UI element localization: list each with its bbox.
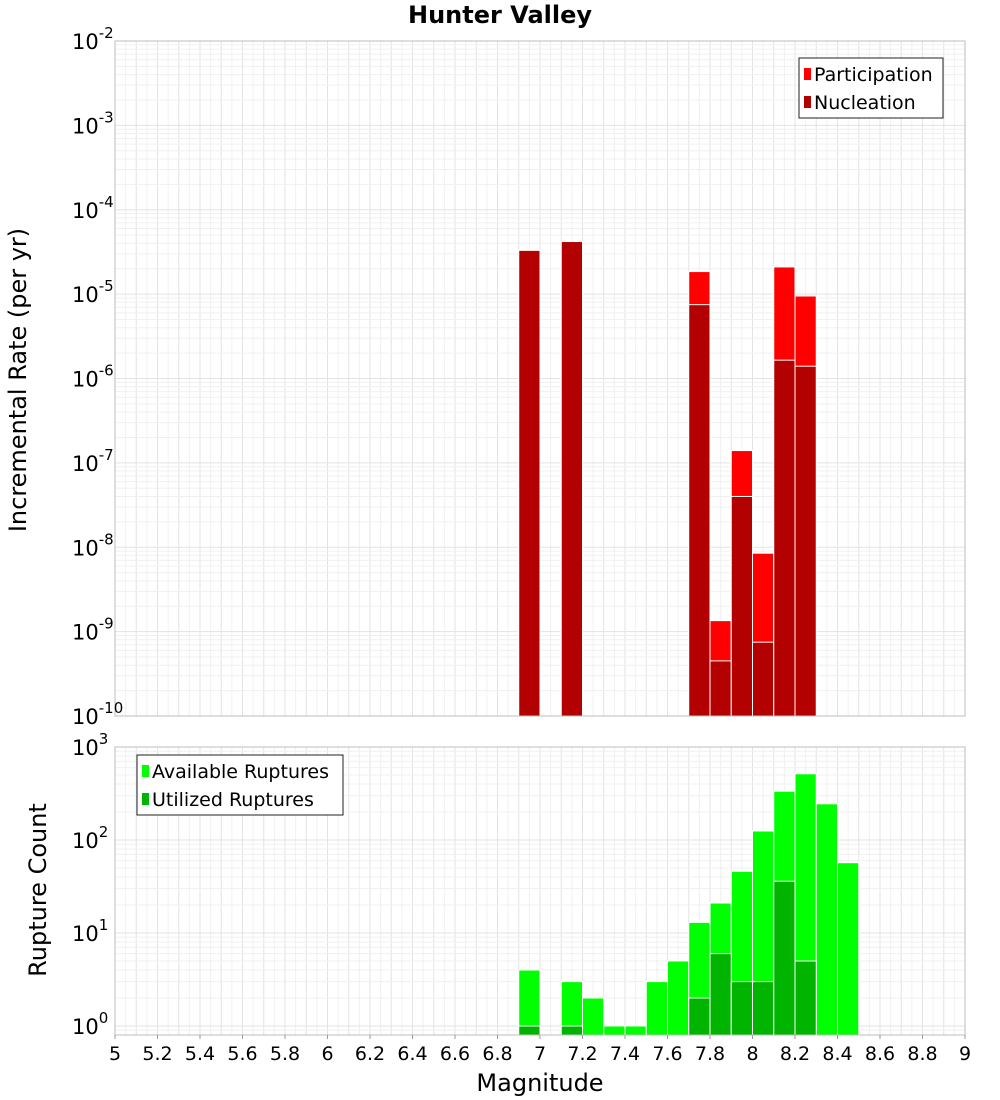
- bar-nucleation: [709, 660, 732, 717]
- bar-available-ruptures: [645, 981, 668, 1036]
- x-tick-label: 9: [959, 1043, 971, 1065]
- top-y-axis-label: Incremental Rate (per yr): [4, 228, 32, 532]
- legend-label: Utilized Ruptures: [152, 789, 314, 811]
- bar-available-ruptures: [837, 862, 860, 1036]
- y-tick-label: 10-3: [72, 108, 114, 138]
- x-tick-label: 8.2: [780, 1043, 810, 1065]
- x-axis-label: Magnitude: [476, 1069, 603, 1097]
- x-tick-label: 5.4: [185, 1043, 215, 1065]
- y-tick-label: 10-4: [72, 193, 114, 223]
- x-tick-label: 7.2: [567, 1043, 597, 1065]
- y-tick-label: 101: [72, 916, 108, 946]
- legend-label: Nucleation: [814, 92, 916, 114]
- bar-nucleation: [560, 241, 583, 717]
- bar-utilized-ruptures: [752, 981, 775, 1036]
- bottom-legend: Available Ruptures Utilized Ruptures: [136, 754, 344, 816]
- x-tick-label: 8.4: [822, 1043, 852, 1065]
- bar-nucleation: [752, 641, 775, 717]
- x-tick-label: 8: [746, 1043, 758, 1065]
- legend-box: [136, 754, 344, 816]
- bottom-y-axis-label: Rupture Count: [24, 803, 52, 977]
- bottom-y-ticks: 100 101 102 103: [72, 730, 108, 1039]
- bar-nucleation: [773, 359, 796, 717]
- x-tick-label: 7.8: [695, 1043, 725, 1065]
- chart-title: Hunter Valley: [408, 1, 592, 29]
- x-tick-label: 8.6: [865, 1043, 895, 1065]
- bar-nucleation: [688, 304, 711, 717]
- top-y-ticks: 10-10 10-9 10-8 10-7 10-6 10-5 10-4 10-3 10-2: [72, 24, 123, 729]
- bar-utilized-ruptures: [730, 981, 753, 1036]
- y-tick-label: 103: [72, 730, 108, 760]
- legend-label: Available Ruptures: [152, 761, 329, 783]
- x-tick-label: 6: [321, 1043, 333, 1065]
- bar-available-ruptures: [624, 1025, 647, 1036]
- y-tick-label: 10-10: [72, 699, 123, 729]
- bar-available-ruptures: [815, 803, 838, 1036]
- top-panel: 10-10 10-9 10-8 10-7 10-6 10-5 10-4 10-3 10-2 In…: [4, 24, 966, 729]
- bottom-bars: [518, 773, 860, 1036]
- bar-available-ruptures: [518, 969, 541, 1036]
- bar-available-ruptures: [667, 960, 690, 1036]
- y-tick-label: 10-2: [72, 24, 114, 54]
- x-tick-label: 5.6: [227, 1043, 257, 1065]
- y-tick-label: 100: [72, 1009, 108, 1039]
- bar-nucleation: [730, 495, 753, 717]
- x-tick-label: 6.2: [355, 1043, 385, 1065]
- legend-swatch: [142, 765, 149, 777]
- bar-utilized-ruptures: [560, 1025, 583, 1036]
- x-tick-label: 7: [534, 1043, 546, 1065]
- x-tick-label: 5.8: [270, 1043, 300, 1065]
- legend-swatch: [804, 96, 811, 108]
- x-tick-label: 6.6: [440, 1043, 470, 1065]
- y-tick-label: 10-8: [72, 530, 114, 560]
- bar-nucleation: [518, 249, 541, 717]
- x-tick-label: 8.8: [907, 1043, 937, 1065]
- bottom-panel: 100 101 102 103 5 5.2 5.4 5.6 5.8 6 6.2 6.4 6.6 6.8 7…: [24, 730, 971, 1097]
- bar-utilized-ruptures: [688, 997, 711, 1036]
- x-tick-label: 7.6: [652, 1043, 682, 1065]
- bar-utilized-ruptures: [773, 880, 796, 1036]
- bar-utilized-ruptures: [794, 960, 817, 1036]
- bar-utilized-ruptures: [518, 1025, 541, 1036]
- y-tick-label: 102: [72, 823, 108, 853]
- legend-box: [798, 57, 944, 119]
- bar-available-ruptures: [582, 997, 605, 1036]
- x-tick-label: 6.4: [397, 1043, 427, 1065]
- y-tick-label: 10-6: [72, 362, 114, 392]
- y-tick-label: 10-5: [72, 277, 114, 307]
- y-tick-label: 10-7: [72, 446, 114, 476]
- x-tick-label: 7.4: [610, 1043, 640, 1065]
- legend-swatch: [142, 793, 149, 805]
- bar-available-ruptures: [603, 1025, 626, 1036]
- x-tick-label: 6.8: [482, 1043, 512, 1065]
- x-tick-label: 5: [109, 1043, 121, 1065]
- top-legend: Participation Nucleation: [798, 57, 944, 119]
- bar-nucleation: [794, 365, 817, 717]
- top-plot-frame: [114, 40, 966, 717]
- x-tick-label: 5.2: [142, 1043, 172, 1065]
- bar-utilized-ruptures: [709, 953, 732, 1036]
- legend-swatch: [804, 68, 811, 80]
- y-tick-label: 10-9: [72, 615, 114, 645]
- x-ticks: 5 5.2 5.4 5.6 5.8 6 6.2 6.4 6.6 6.8 7 7.2 7.4 7.6 7.8 8…: [109, 1035, 971, 1065]
- legend-label: Participation: [814, 64, 933, 86]
